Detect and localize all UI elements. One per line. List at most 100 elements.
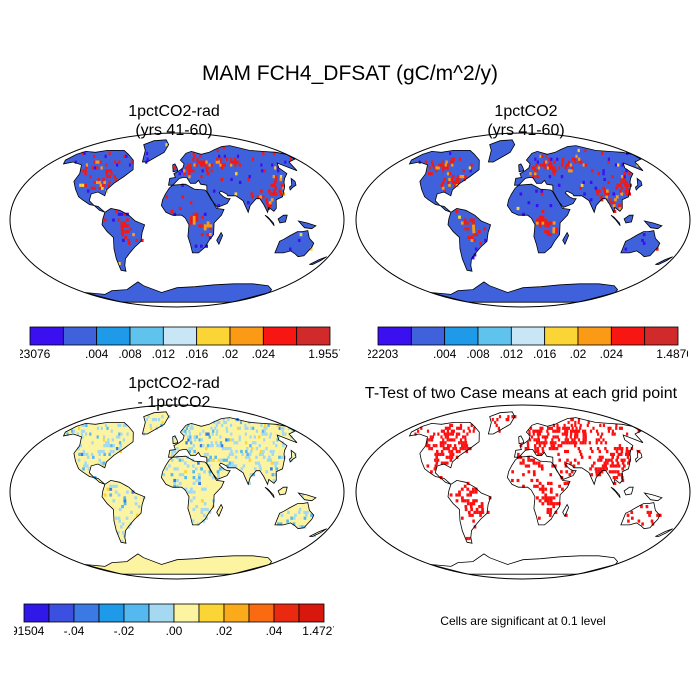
grid-cell	[527, 447, 530, 451]
grid-cell	[107, 441, 110, 445]
grid-cell	[248, 481, 251, 485]
grid-cell	[538, 444, 542, 448]
grid-cell	[103, 444, 106, 448]
grid-cell	[564, 429, 567, 433]
grid-cell	[102, 177, 105, 182]
grid-cell	[462, 441, 465, 445]
grid-cell	[265, 198, 269, 202]
grid-cell	[448, 449, 451, 454]
grid-cell	[173, 467, 177, 471]
grid-cell	[253, 435, 256, 439]
grid-cell	[625, 447, 629, 451]
grid-cell	[570, 432, 573, 436]
grid-cell	[589, 447, 593, 451]
grid-cell	[565, 163, 568, 167]
grid-cell	[465, 536, 469, 541]
grid-cell	[618, 447, 621, 451]
grid-cell	[511, 478, 514, 483]
grid-cell	[603, 461, 607, 465]
grid-cell	[212, 429, 215, 433]
grid-cell	[507, 415, 510, 419]
grid-cell	[446, 435, 450, 439]
grid-cell	[584, 432, 587, 436]
land-fill	[216, 504, 223, 517]
grid-cell	[453, 444, 457, 448]
grid-cell	[181, 458, 184, 462]
grid-cell	[187, 163, 190, 167]
grid-cell	[250, 426, 253, 430]
grid-cell	[463, 177, 466, 182]
grid-cell	[209, 444, 212, 448]
grid-cell	[287, 510, 290, 514]
grid-cell	[436, 449, 439, 454]
grid-cell	[120, 212, 124, 216]
grid-cell	[279, 177, 283, 182]
grid-cell	[590, 473, 593, 477]
colorbar-box	[123, 603, 150, 623]
grid-cell	[231, 438, 235, 442]
land-fill	[635, 178, 642, 190]
grid-cell	[463, 484, 467, 488]
grid-cell	[206, 172, 210, 176]
grid-cell	[230, 432, 233, 436]
grid-cell	[470, 507, 473, 512]
grid-cell	[498, 415, 502, 419]
grid-cell	[597, 467, 600, 471]
grid-cell	[227, 418, 230, 422]
grid-cell	[466, 502, 470, 506]
grid-cell	[98, 186, 102, 190]
grid-cell	[574, 423, 577, 427]
grid-cell	[261, 195, 265, 199]
grid-cell	[66, 432, 69, 436]
grid-cell	[462, 169, 465, 173]
grid-cell	[219, 163, 222, 167]
grid-cell	[473, 510, 477, 514]
grid-cell	[620, 180, 623, 184]
land-fill	[102, 480, 145, 544]
grid-cell	[478, 510, 482, 514]
grid-cell	[600, 470, 604, 474]
grid-cell	[551, 438, 554, 442]
grid-cell	[563, 423, 566, 427]
grid-cell	[79, 444, 83, 448]
grid-cell	[467, 426, 470, 430]
grid-cell	[553, 160, 556, 164]
grid-cell	[225, 426, 228, 430]
grid-cell	[192, 151, 195, 155]
grid-cell	[193, 163, 196, 167]
grid-cell	[559, 444, 563, 448]
grid-cell	[275, 175, 278, 179]
grid-cell	[433, 166, 436, 170]
coastline	[309, 528, 327, 537]
grid-cell	[539, 426, 542, 430]
grid-cell	[192, 221, 196, 225]
grid-cell	[552, 496, 556, 500]
grid-cell	[498, 429, 501, 433]
grid-cell	[548, 157, 551, 161]
grid-cell	[615, 426, 618, 430]
grid-cell	[151, 418, 155, 422]
grid-cell	[112, 444, 115, 448]
grid-cell	[538, 441, 541, 445]
grid-cell	[93, 154, 96, 158]
grid-cell	[443, 432, 446, 436]
grid-cell	[450, 449, 454, 454]
grid-cell	[265, 432, 268, 436]
grid-cell	[102, 438, 105, 442]
grid-cell	[185, 426, 188, 430]
grid-cell	[188, 175, 191, 179]
coastline	[309, 256, 327, 265]
grid-cell	[461, 444, 464, 448]
grid-cell	[557, 438, 561, 442]
grid-cell	[553, 447, 556, 451]
coastline	[172, 435, 179, 445]
grid-cell	[118, 262, 121, 266]
grid-cell	[595, 438, 598, 442]
grid-cell	[226, 447, 230, 451]
grid-cell	[552, 221, 556, 225]
grid-cell	[641, 238, 644, 242]
grid-cell	[448, 455, 451, 459]
grid-cell	[225, 438, 228, 442]
grid-cell	[192, 464, 195, 468]
grid-cell	[76, 432, 79, 436]
